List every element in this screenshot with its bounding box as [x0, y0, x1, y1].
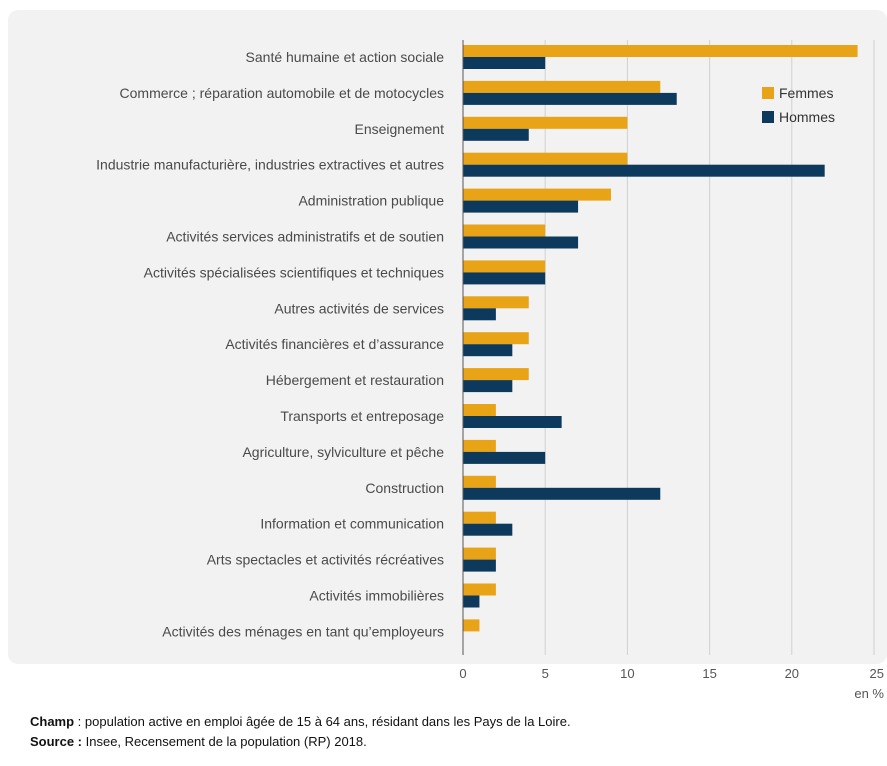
category-label-11: Agriculture, sylviculture et pêche [242, 444, 444, 460]
bar-hommes-8 [463, 344, 513, 357]
x-tick-label-4: 20 [785, 666, 799, 681]
category-label-7: Autres activités de services [274, 300, 444, 316]
category-label-16: Activités des ménages en tant qu’employe… [162, 623, 444, 639]
x-tick-label-5: 25 [870, 666, 884, 681]
category-label-14: Arts spectacles et activités récréatives [207, 552, 444, 568]
bar-hommes-15 [463, 595, 480, 608]
bar-femmes-10 [463, 404, 496, 416]
bar-hommes-1 [463, 92, 677, 105]
champ-label: Champ [30, 714, 75, 729]
x-unit-label: en % [854, 686, 884, 701]
x-tick-label-2: 10 [620, 666, 634, 681]
champ-note: Champ : population active en emploi âgée… [30, 712, 571, 732]
bar-femmes-13 [463, 511, 496, 524]
bar-femmes-8 [463, 332, 529, 345]
legend-label-hommes: Hommes [779, 109, 835, 125]
bar-hommes-6 [463, 272, 546, 285]
x-tick-label-3: 15 [702, 666, 716, 681]
bar-hommes-2 [463, 128, 529, 141]
category-label-8: Activités financières et d’assurance [225, 336, 444, 352]
bar-hommes-3 [463, 164, 825, 177]
category-label-6: Activités spécialisées scientifiques et … [144, 264, 444, 280]
legend-label-femmes: Femmes [779, 85, 833, 101]
bar-femmes-4 [463, 188, 611, 201]
category-label-2: Enseignement [354, 121, 444, 137]
category-label-9: Hébergement et restauration [266, 372, 444, 388]
bar-femmes-3 [463, 152, 628, 165]
category-label-15: Activités immobilières [309, 588, 444, 604]
bar-hommes-4 [463, 200, 579, 213]
chart-panel [8, 10, 887, 664]
category-label-3: Industrie manufacturière, industries ext… [96, 157, 444, 173]
source-label: Source : [30, 734, 83, 749]
bar-femmes-12 [463, 475, 496, 488]
bar-femmes-1 [463, 80, 661, 93]
category-label-4: Administration publique [298, 193, 444, 209]
bar-femmes-2 [463, 116, 628, 129]
category-label-5: Activités services administratifs et de … [166, 229, 444, 245]
bar-femmes-15 [463, 583, 496, 596]
bar-hommes-14 [463, 559, 496, 572]
bar-hommes-7 [463, 308, 496, 321]
x-tick-label-0: 0 [459, 666, 466, 681]
category-label-13: Information et communication [260, 516, 444, 532]
bar-femmes-9 [463, 368, 529, 381]
bar-hommes-11 [463, 451, 546, 464]
bar-hommes-0 [463, 57, 546, 69]
bar-femmes-6 [463, 260, 546, 273]
bar-hommes-5 [463, 236, 579, 249]
category-label-1: Commerce ; réparation automobile et de m… [120, 85, 444, 101]
bar-femmes-7 [463, 296, 529, 309]
bar-hommes-13 [463, 523, 513, 536]
bar-femmes-16 [463, 619, 480, 632]
bar-femmes-14 [463, 547, 496, 560]
x-tick-label-1: 5 [542, 666, 549, 681]
bar-hommes-12 [463, 487, 661, 500]
bar-hommes-10 [463, 416, 562, 428]
category-label-10: Transports et entreposage [280, 408, 444, 424]
bar-femmes-0 [463, 45, 858, 57]
legend-swatch-femmes [762, 87, 774, 99]
legend-swatch-hommes [762, 111, 774, 123]
bar-femmes-5 [463, 224, 546, 237]
source-text: Insee, Recensement de la population (RP)… [82, 734, 367, 749]
source-note: Source : Insee, Recensement de la popula… [30, 732, 571, 752]
chart-notes: Champ : population active en emploi âgée… [30, 712, 571, 752]
category-label-0: Santé humaine et action sociale [246, 49, 445, 65]
bar-femmes-11 [463, 439, 496, 452]
bar-hommes-9 [463, 380, 513, 393]
category-label-12: Construction [365, 480, 444, 496]
champ-text: : population active en emploi âgée de 15… [74, 714, 571, 729]
